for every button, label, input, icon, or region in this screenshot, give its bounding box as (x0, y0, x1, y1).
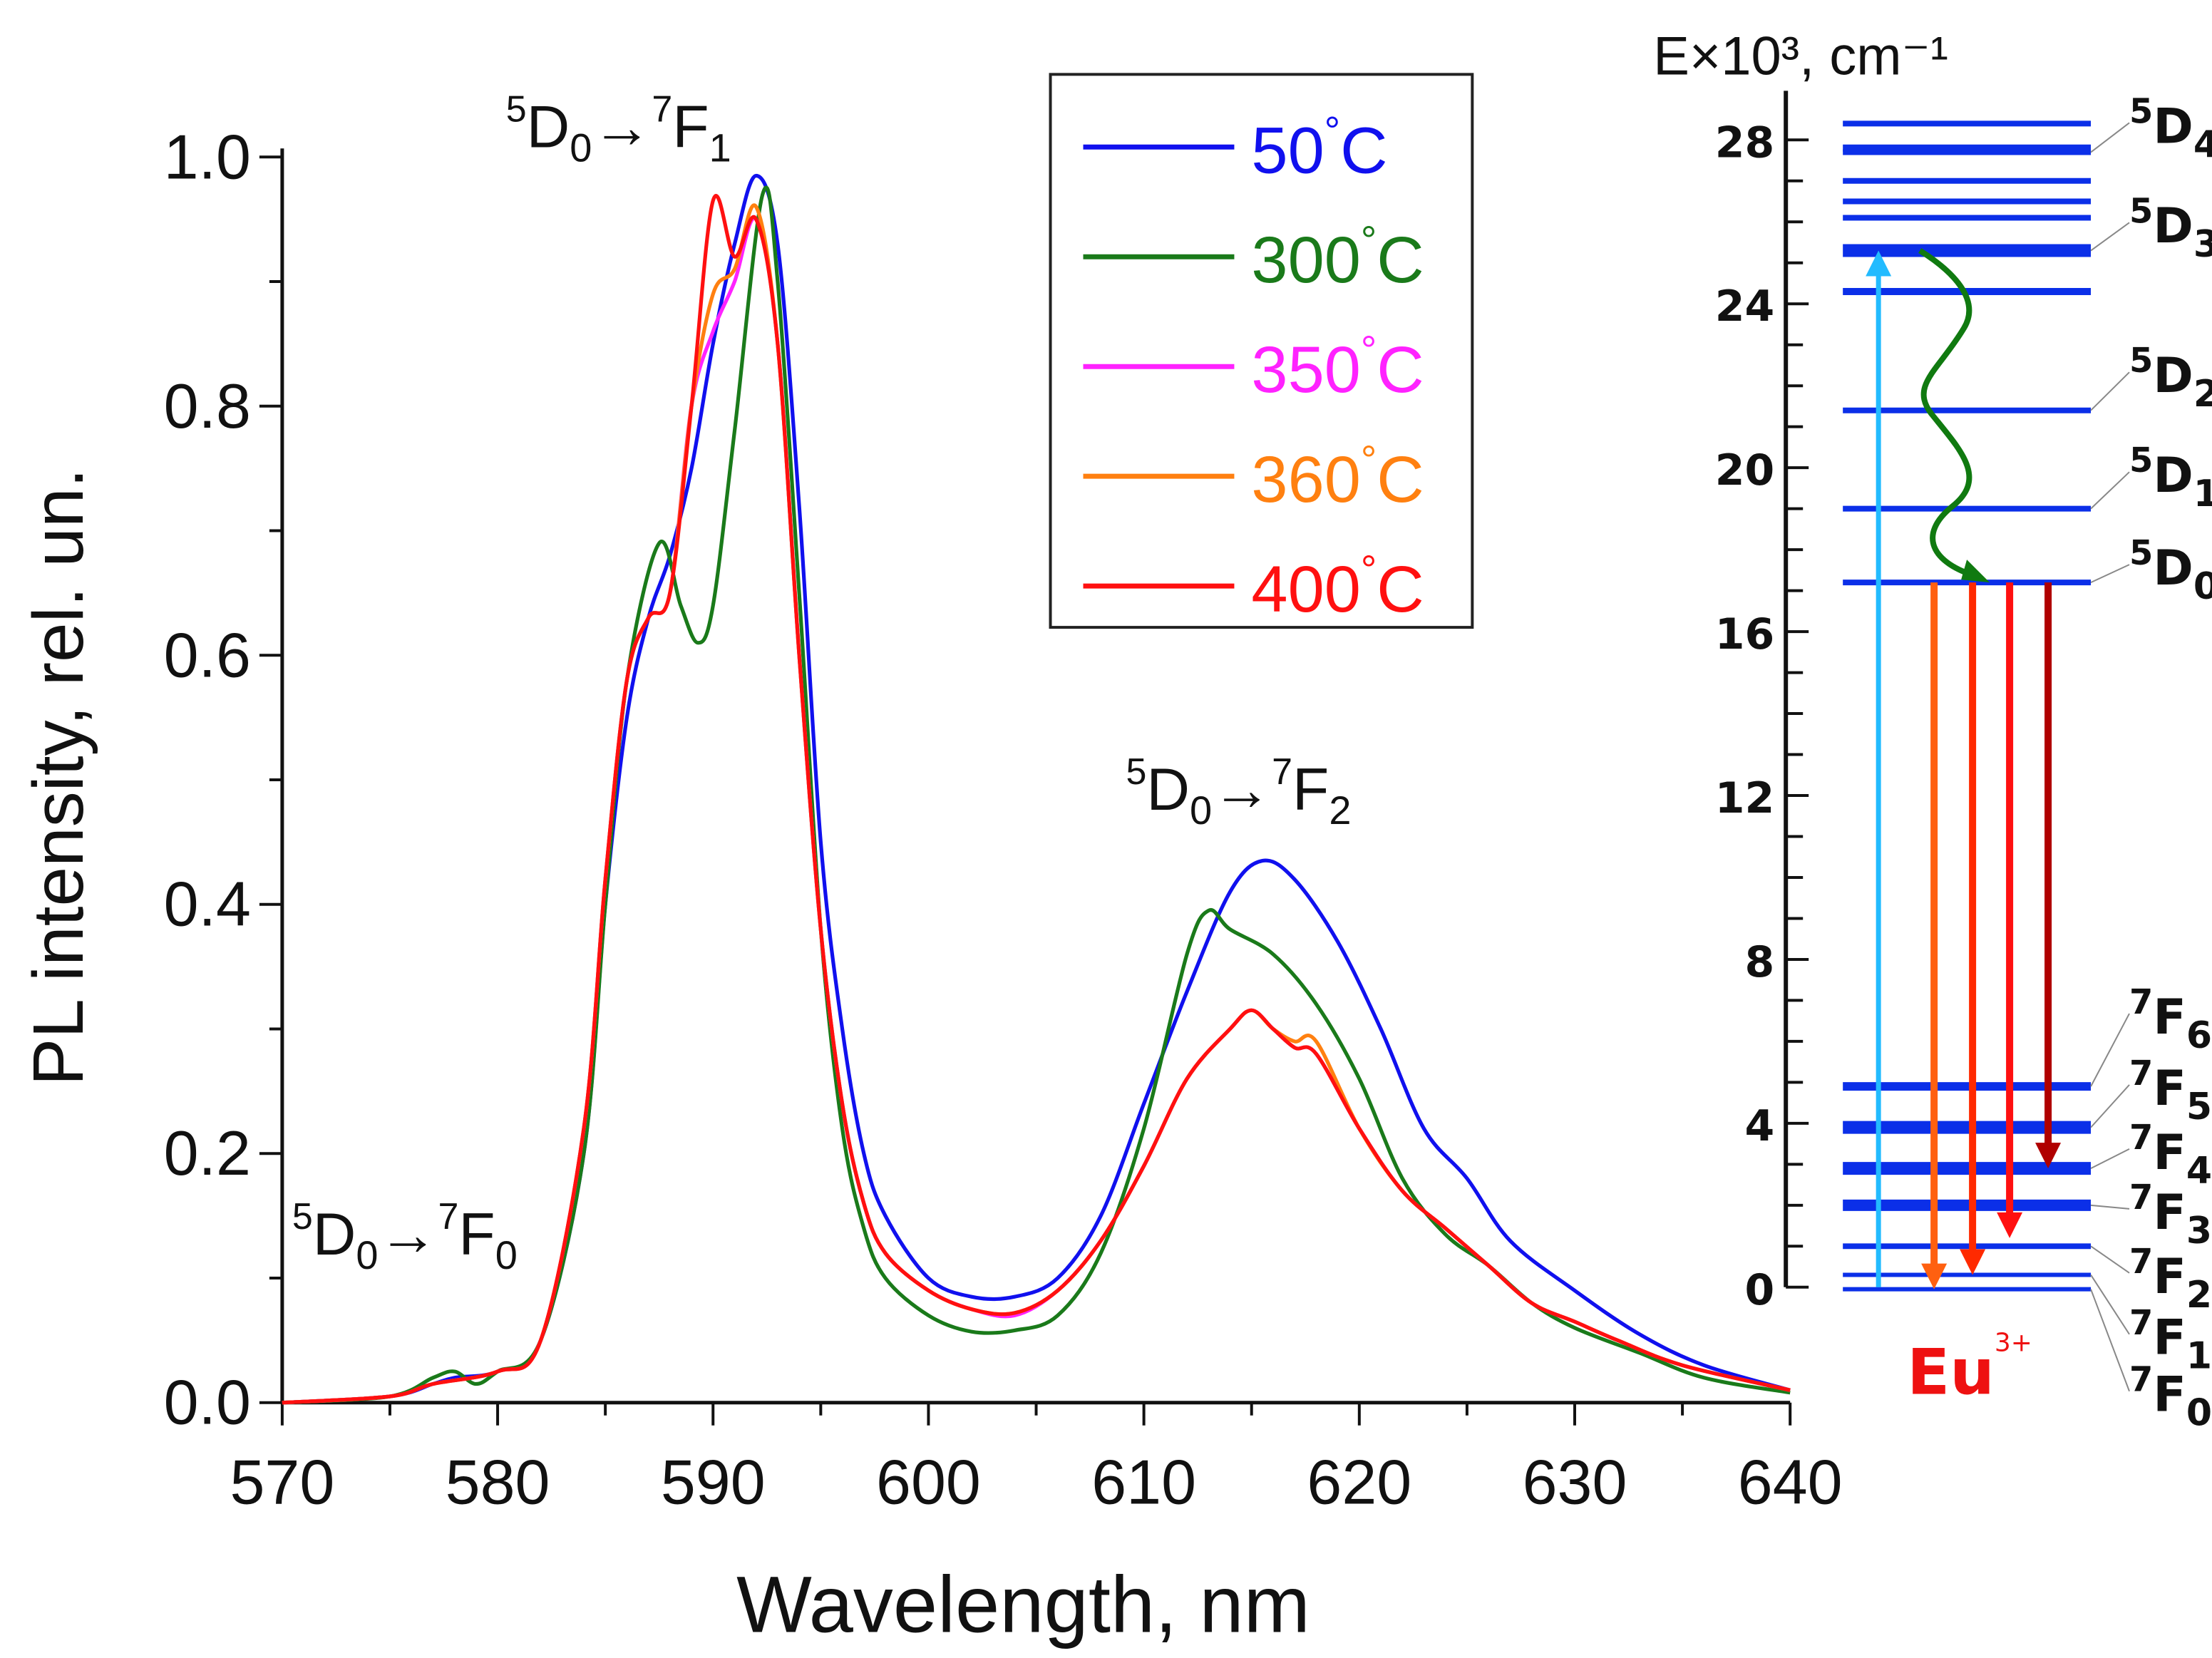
level-label: 7F1 (2129, 1303, 2212, 1378)
y-tick-label: 0.8 (164, 371, 251, 441)
transition-annotations: 5D0→7F1 5D0→7F2 5D0→7F0 (292, 88, 1352, 1277)
energy-axis-title: E×10³, cm⁻¹ (1653, 26, 1948, 86)
leader-line (2090, 564, 2130, 584)
energy-tick-label: 20 (1715, 446, 1774, 495)
x-tick-label: 600 (876, 1447, 981, 1518)
legend-item-350c: 350°C (1083, 327, 1424, 406)
x-tick-label: 620 (1307, 1447, 1411, 1518)
level-label: 7F0 (2129, 1360, 2212, 1435)
leader-line (2090, 222, 2130, 252)
x-tick-label: 610 (1091, 1447, 1196, 1518)
ion-label: Eu3+ (1907, 1329, 2032, 1409)
level-label: 7F5 (2129, 1054, 2212, 1128)
y-tick-label: 0.4 (164, 869, 251, 939)
emission-arrow-head (1921, 1263, 1948, 1289)
leader-line (2090, 1275, 2130, 1335)
level-label: 5D0 (2129, 533, 2212, 608)
energy-tick-label: 0 (1744, 1265, 1774, 1315)
leader-line (2090, 471, 2130, 510)
energy-tick-label: 8 (1744, 937, 1774, 987)
level-label: 5D1 (2129, 441, 2212, 515)
transition-label: 5D0→7F0 (292, 1196, 518, 1277)
level-label: 7F3 (2129, 1178, 2212, 1252)
y-tick-label: 1.0 (164, 121, 251, 192)
legend-label: 50°C (1251, 108, 1387, 187)
legend: 50°C 300°C 350°C 360°C 400°C (1049, 73, 1474, 629)
series-line-400c (282, 194, 1791, 1405)
level-label: 7F2 (2129, 1242, 2212, 1317)
transition-label: 5D0→7F1 (506, 88, 731, 170)
legend-box (1049, 73, 1474, 629)
series-line-350c (282, 216, 1791, 1405)
spectrum-curves (282, 173, 1791, 1405)
emission-arrow-head (2035, 1143, 2062, 1169)
legend-item-400c: 400°C (1083, 547, 1424, 626)
energy-tick-label: 28 (1715, 118, 1774, 168)
level-label: 7F6 (2129, 982, 2212, 1057)
emission-arrow-head (1997, 1212, 2023, 1238)
level-label: 5D4 (2129, 91, 2212, 166)
leader-line (2090, 1204, 2130, 1210)
legend-item-300c: 300°C (1083, 217, 1424, 297)
legend-item-360c: 360°C (1083, 437, 1424, 516)
leader-line (2090, 371, 2130, 411)
x-tick-label: 580 (446, 1447, 550, 1518)
y-tick-label: 0.2 (164, 1118, 251, 1188)
legend-item-50c: 50°C (1083, 108, 1388, 187)
relaxation-wavy-arrow (1918, 248, 1980, 580)
level-label: 5D3 (2129, 191, 2212, 266)
y-tick-label: 0.0 (164, 1367, 251, 1438)
legend-label: 350°C (1251, 327, 1424, 406)
x-tick-label: 640 (1738, 1447, 1843, 1518)
energy-tick-label: 24 (1715, 282, 1774, 331)
level-label: 7F4 (2129, 1118, 2212, 1193)
x-tick-label: 630 (1523, 1447, 1627, 1518)
x-axis-title: Wavelength, nm (736, 1560, 1310, 1649)
y-axis-title: PL intensity, rel. un. (19, 468, 98, 1086)
leader-line (2090, 1013, 2130, 1087)
legend-label: 400°C (1251, 547, 1424, 626)
y-tick-label: 0.6 (164, 619, 251, 690)
energy-level-diagram: 0 4 8 12 16 20 24 28 5D4 5D3 5D2 5D1 5D0 7F67F57F47F3… (1715, 91, 2212, 1435)
leader-line (2090, 1289, 2130, 1392)
energy-tick-label: 16 (1715, 609, 1774, 659)
emission-arrow-head (1960, 1249, 1986, 1275)
series-line-360c (282, 203, 1791, 1405)
legend-label: 360°C (1251, 437, 1424, 516)
energy-tick-label: 4 (1744, 1101, 1774, 1151)
relaxation-arrow-head (1961, 560, 1990, 583)
excitation-arrow-head (1866, 250, 1892, 277)
x-tick-label: 570 (230, 1447, 334, 1518)
series-line-50c (282, 173, 1791, 1405)
x-tick-label: 590 (661, 1447, 766, 1518)
leader-line (2090, 1148, 2130, 1169)
leader-line (2090, 1084, 2130, 1128)
transition-label: 5D0→7F2 (1126, 751, 1351, 833)
series-line-300c (282, 185, 1791, 1405)
plot-axes: 570 580 590 600 610 620 630 640 0.0 0.2 0.4 0.6 0.8 1… (164, 121, 1843, 1517)
energy-tick-label: 12 (1715, 773, 1774, 823)
level-label: 5D2 (2129, 341, 2212, 416)
leader-line (2090, 1245, 2130, 1274)
legend-label: 300°C (1251, 217, 1424, 297)
leader-line (2090, 122, 2130, 153)
